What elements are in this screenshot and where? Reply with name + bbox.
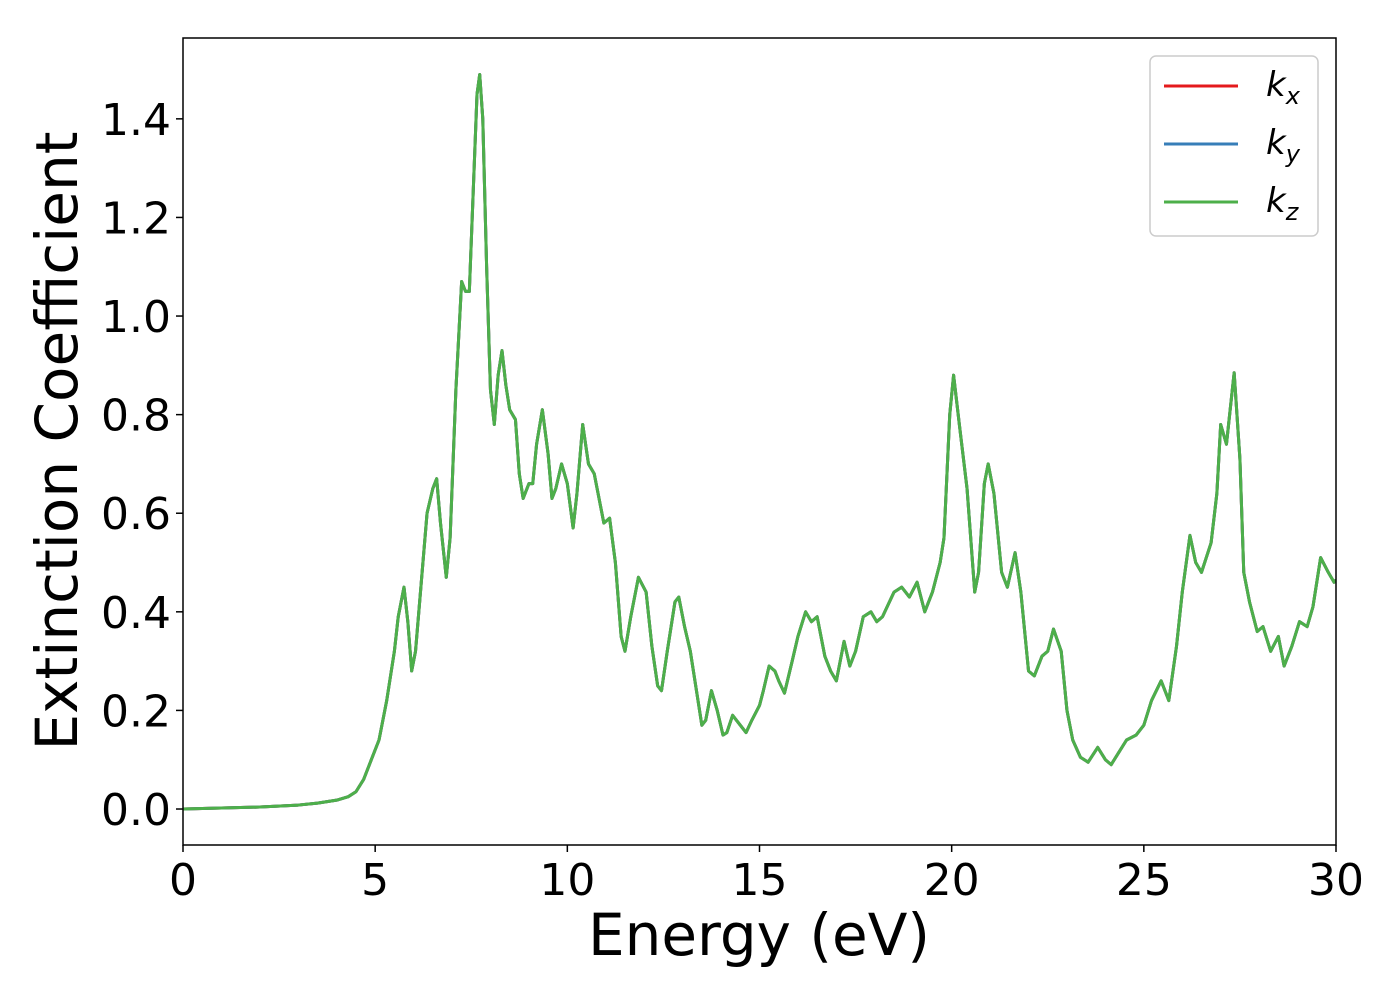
x-tick-label: 5 xyxy=(361,855,389,906)
y-tick-label: 1.0 xyxy=(101,292,171,343)
x-axis-label: Energy (eV) xyxy=(588,901,930,969)
y-axis-label: Extinction Coefficient xyxy=(23,132,91,751)
line-series xyxy=(183,72,1336,811)
legend-label: kx xyxy=(1266,65,1301,110)
y-tick-label: 0.4 xyxy=(101,588,171,639)
y-tick-label: 1.2 xyxy=(101,193,171,244)
y-tick-label: 0.2 xyxy=(101,686,171,737)
legend-box xyxy=(1149,55,1319,237)
x-tick-label: 0 xyxy=(169,855,197,906)
x-tick-label: 30 xyxy=(1308,855,1364,906)
legend-label: kz xyxy=(1266,181,1300,226)
y-tick-label: 0.6 xyxy=(101,489,171,540)
legend-label: ky xyxy=(1266,123,1301,168)
y-tick-label: 0.0 xyxy=(101,785,171,836)
x-tick-label: 25 xyxy=(1116,855,1172,906)
y-tick-label: 0.8 xyxy=(101,391,171,442)
x-tick-label: 20 xyxy=(924,855,980,906)
y-tick-label: 1.4 xyxy=(101,95,171,146)
x-tick-label: 15 xyxy=(732,855,788,906)
plot-area xyxy=(183,72,1336,811)
x-tick-label: 10 xyxy=(539,855,595,906)
axes-frame xyxy=(182,37,1337,846)
